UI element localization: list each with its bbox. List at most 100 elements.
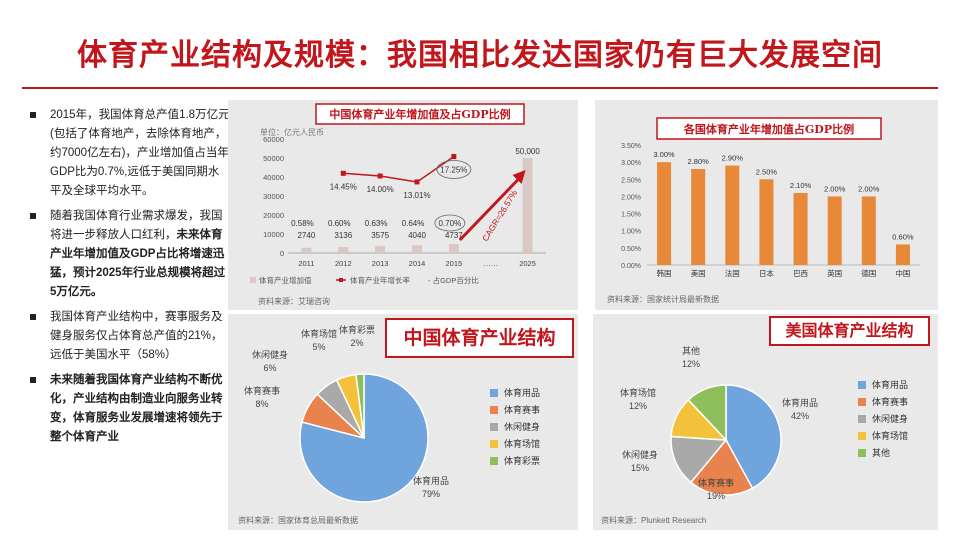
chart-title: 各国体育产业年增加值占GDP比例 bbox=[683, 122, 854, 136]
data-label-growth-rate: 14.00% bbox=[367, 185, 394, 194]
legend-item: 体育赛事 bbox=[490, 403, 540, 420]
slice-percent-label: 19% bbox=[707, 491, 725, 501]
slice-percent-label: 12% bbox=[629, 401, 647, 411]
data-label-value-added: 3136 bbox=[334, 231, 352, 240]
chart-source: 资料来源：国家体育总局最新数据 bbox=[238, 516, 358, 525]
cagr-arrow bbox=[458, 176, 521, 242]
pie-slice bbox=[670, 435, 728, 484]
unit-label: 单位：亿元人民币 bbox=[260, 127, 324, 137]
chart-source: 资料来源：国家统计局最新数据 bbox=[607, 295, 719, 304]
slice-category-label: 体育用品 bbox=[782, 397, 818, 409]
x-tick-label: 韩国 bbox=[657, 268, 672, 278]
bar-value-added bbox=[448, 243, 459, 253]
data-label-value-added: 2740 bbox=[298, 231, 316, 240]
title-divider bbox=[22, 87, 938, 89]
legend-label: 休闲健身 bbox=[504, 423, 541, 433]
y-tick-label: 3.50% bbox=[621, 143, 641, 150]
chart-source: 资料来源：艾瑞咨询 bbox=[258, 297, 330, 306]
data-label-gdp-share: 0.70% bbox=[439, 219, 462, 228]
slice-percent-label: 12% bbox=[682, 359, 700, 369]
legend-swatch bbox=[858, 381, 866, 389]
y-tick-label: 40000 bbox=[263, 173, 284, 182]
data-label-value-added: 4737 bbox=[445, 231, 463, 240]
legend-label: 体育产业年增长率 bbox=[350, 275, 410, 285]
y-tick-label: 50000 bbox=[263, 154, 284, 163]
legend-swatch bbox=[858, 415, 866, 423]
y-tick-label: 1.00% bbox=[621, 229, 641, 236]
slice-category-label: 体育场馆 bbox=[301, 328, 337, 340]
growth-rate-marker bbox=[414, 179, 420, 185]
growth-rate-marker bbox=[377, 173, 383, 179]
pie-slice bbox=[687, 384, 727, 442]
bar-value-added bbox=[375, 246, 386, 253]
pie-slice bbox=[725, 384, 782, 490]
y-tick-label: 2.50% bbox=[621, 177, 641, 184]
x-tick-label: …… bbox=[483, 259, 498, 268]
data-label-growth-rate: 14.45% bbox=[330, 182, 357, 191]
country-bar bbox=[861, 196, 876, 265]
y-tick-label: 60000 bbox=[263, 135, 284, 144]
x-tick-label: 中国 bbox=[895, 268, 910, 278]
legend-swatch bbox=[250, 277, 256, 283]
data-label-growth-rate: 13.01% bbox=[403, 191, 430, 200]
growth-rate-marker bbox=[340, 170, 346, 176]
cagr-annotation: CAGR=26.57% bbox=[480, 188, 520, 243]
slice-percent-label: 5% bbox=[312, 342, 325, 352]
bullet-item: 我国体育产业结构中，赛事服务及健身服务仅占体育总产值的21%，远低于美国水平（5… bbox=[30, 308, 230, 365]
country-bar bbox=[827, 196, 842, 265]
data-label: 2.80% bbox=[688, 157, 710, 166]
legend-swatch bbox=[339, 278, 343, 282]
x-tick-label: 英国 bbox=[827, 268, 842, 278]
chart-title-box bbox=[315, 103, 525, 125]
legend-swatch bbox=[490, 389, 498, 397]
legend-swatch bbox=[490, 406, 498, 414]
data-label-gdp-share: 0.58% bbox=[291, 219, 314, 228]
data-label-growth-rate: 17.25% bbox=[440, 166, 467, 175]
y-tick-label: 30000 bbox=[263, 192, 284, 201]
x-tick-label: 2015 bbox=[446, 259, 463, 268]
bar-value-added bbox=[338, 247, 349, 253]
data-label: 3.00% bbox=[653, 150, 675, 159]
legend-swatch bbox=[858, 398, 866, 406]
slice-percent-label: 6% bbox=[263, 363, 276, 373]
y-tick-label: 2.00% bbox=[621, 194, 641, 201]
chart-legend: 体育用品 体育赛事 休闲健身 体育场馆 其他 bbox=[858, 378, 908, 463]
slice-category-label: 体育赛事 bbox=[698, 477, 734, 489]
y-tick-label: 0.50% bbox=[621, 246, 641, 253]
bullet-text: 我国体育产业结构中，赛事服务及健身服务仅占体育总产值的21%，远低于美国水平（5… bbox=[50, 311, 223, 361]
chart-title: 美国体育产业结构 bbox=[769, 316, 930, 346]
legend-label: 体育彩票 bbox=[504, 457, 541, 467]
bar-value-added bbox=[412, 245, 422, 253]
legend-label: 体育用品 bbox=[504, 389, 541, 399]
legend-label: 体育赛事 bbox=[872, 398, 909, 408]
legend-item: 体育用品 bbox=[490, 386, 540, 403]
chart-title-box bbox=[656, 117, 882, 140]
data-label-value-added: 50,000 bbox=[515, 147, 540, 156]
legend-item: 休闲健身 bbox=[858, 412, 908, 429]
data-label: 2.50% bbox=[756, 167, 778, 176]
x-tick-label: 巴西 bbox=[793, 269, 808, 278]
data-label-gdp-share: 0.64% bbox=[402, 219, 425, 228]
slice-category-label: 体育彩票 bbox=[339, 324, 375, 336]
slice-percent-label: 2% bbox=[350, 338, 363, 348]
legend-swatch bbox=[858, 449, 866, 457]
slice-percent-label: 15% bbox=[631, 463, 649, 473]
country-bar bbox=[759, 179, 774, 265]
x-tick-label: 2013 bbox=[372, 259, 389, 268]
country-bar bbox=[895, 244, 910, 265]
x-tick-label: 法国 bbox=[725, 268, 740, 278]
country-comparison-chart-panel: 各国体育产业年增加值占GDP比例 0.00% 0.50% 1.00% 1.50% 2.00… bbox=[595, 100, 938, 310]
bullet-item: 2015年，我国体育总产值1.8万亿元(包括了体育地产，去除体育地产，约7000… bbox=[30, 106, 230, 201]
country-bar bbox=[691, 169, 706, 265]
legend-item: 体育场馆 bbox=[858, 429, 908, 446]
data-label: 2.90% bbox=[722, 154, 744, 163]
highlight-circle bbox=[436, 160, 472, 179]
legend-label: 体育场馆 bbox=[872, 432, 909, 442]
x-tick-label: 2014 bbox=[409, 259, 426, 268]
legend-label: 体育用品 bbox=[872, 381, 909, 391]
x-tick-label: 美国 bbox=[691, 268, 706, 278]
us-structure-pie: 体育用品 42% 体育赛事 19% 休闲健身 15% 体育场馆 12% 其他 12% bbox=[620, 345, 818, 501]
cagr-arrowhead bbox=[512, 170, 526, 184]
china-structure-panel: 体育用品 79% 体育赛事 8% 休闲健身 6% 体育场馆 5% 体育彩票 2% 中国体育产业结构… bbox=[228, 314, 578, 530]
